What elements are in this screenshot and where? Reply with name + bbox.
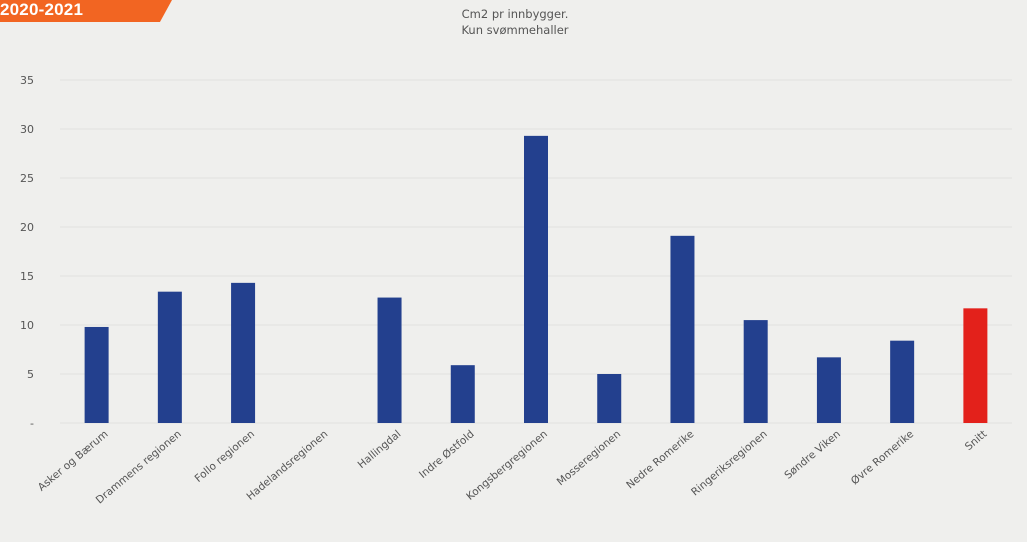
y-axis-ticks: - 5 10 15 20 25 30 35 [20,74,34,430]
bar [157,291,182,423]
x-tick-label: Nedre Romerike [624,428,696,491]
bar [377,297,402,423]
x-tick-label: Ringeriksregionen [689,428,770,498]
bar [890,340,915,423]
y-tick-label: 20 [20,221,34,234]
y-tick-label: 30 [20,123,34,136]
year-badge: 2020-2021 [0,0,172,22]
y-tick-label: 35 [20,74,34,87]
chart-subtitle-line: Kun svømmehaller [461,23,569,37]
y-tick-label: 15 [20,270,34,283]
x-tick-label: Indre Østfold [417,428,477,481]
bars [84,135,988,424]
x-tick-label: Hadelandsregionen [244,428,330,503]
y-tick-label: 10 [20,319,34,332]
y-tick-label: 5 [27,368,34,381]
x-tick-label: Kongsbergregionen [464,428,550,503]
chart-title: Cm2 pr innbygger. Kun svømmehaller [400,6,630,38]
bar [670,235,695,423]
bar [963,308,988,423]
chart-title-line: Cm2 pr innbygger. [461,7,569,21]
x-tick-label: Søndre Viken [782,428,843,482]
bar [524,135,548,424]
x-tick-label: Øvre Romerike [849,428,916,487]
x-tick-label: Asker og Bærum [36,428,111,494]
year-badge-label: 2020-2021 [0,0,84,19]
x-tick-label: Mosseregionen [555,428,623,488]
bar [450,365,475,423]
bar [597,374,622,423]
bar [231,282,256,423]
bar [743,320,768,423]
x-tick-label: Hallingdal [356,428,404,471]
bar [84,326,109,423]
x-tick-label: Snitt [963,428,989,453]
y-tick-label: - [30,417,34,430]
x-tick-label: Follo regionen [193,428,257,485]
y-tick-label: 25 [20,172,34,185]
bar [816,357,841,423]
